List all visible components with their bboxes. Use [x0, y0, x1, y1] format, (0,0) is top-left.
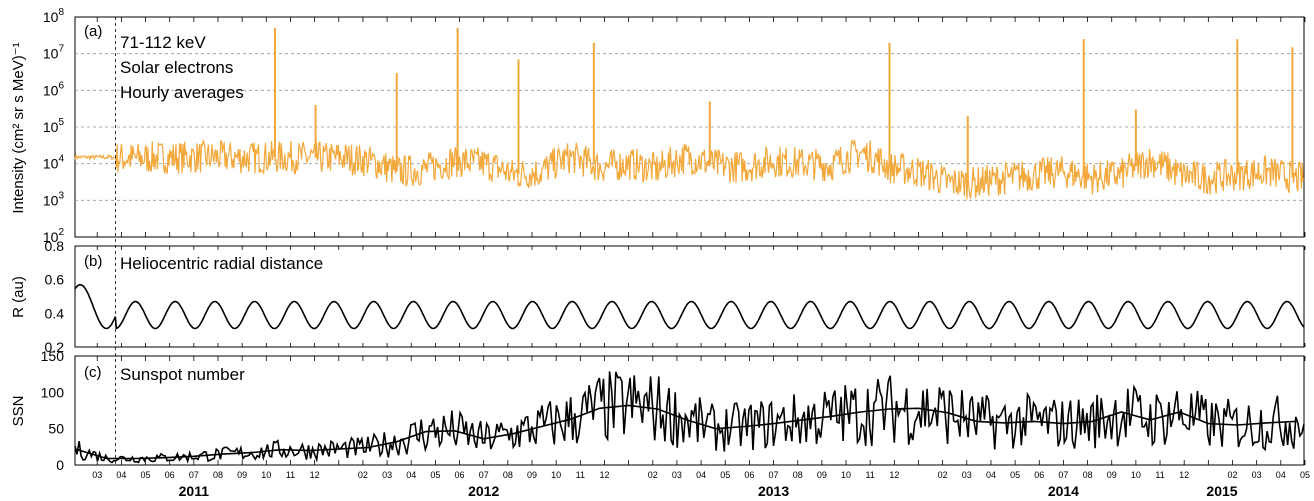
- x-month-label: 08: [213, 470, 223, 480]
- panel-c-ytick-label: 100: [41, 384, 65, 400]
- x-month-label: 05: [1010, 470, 1020, 480]
- panel-c-daily-ssn-line: [74, 371, 1305, 464]
- panel-a-intensity-line: [74, 139, 1305, 200]
- x-month-label: 07: [769, 470, 779, 480]
- x-month-label: 04: [696, 470, 706, 480]
- panel-c-label: (c): [84, 364, 102, 381]
- x-year-label: 2015: [1206, 483, 1237, 499]
- x-month-label: 09: [527, 470, 537, 480]
- panel-a-ytick-label: 106: [43, 80, 65, 98]
- x-month-label: 09: [1107, 470, 1117, 480]
- x-month-label: 02: [358, 470, 368, 480]
- panel-b-label: (b): [84, 253, 102, 270]
- x-month-label: 06: [165, 470, 175, 480]
- x-month-label: 08: [503, 470, 513, 480]
- x-year-label: 2013: [758, 483, 789, 499]
- panel-b-ytick-label: 0.2: [45, 339, 65, 355]
- x-month-label: 05: [141, 470, 151, 480]
- panel-b-distance-line: [74, 283, 1305, 330]
- x-month-label: 05: [720, 470, 730, 480]
- panel-a-ytick-label: 105: [43, 117, 65, 135]
- panel-a-ytick-label: 104: [43, 154, 65, 172]
- panel-b-frame: [74, 245, 1305, 348]
- panel-c-ytick-label: 50: [48, 421, 64, 437]
- x-month-label: 10: [551, 470, 561, 480]
- x-month-label: 02: [1227, 470, 1237, 480]
- x-month-label: 04: [116, 470, 126, 480]
- x-year-label: 2012: [468, 483, 499, 499]
- x-month-label: 06: [744, 470, 754, 480]
- x-month-label: 03: [1252, 470, 1262, 480]
- x-month-label: 10: [841, 470, 851, 480]
- panel-b-ytick-label: 0.6: [45, 272, 65, 288]
- x-month-label: 12: [599, 470, 609, 480]
- x-month-label: 12: [1179, 470, 1189, 480]
- panel-a-ytick-label: 103: [43, 190, 65, 208]
- x-month-label: 03: [92, 470, 102, 480]
- panel-a-ytick-label: 107: [43, 44, 65, 62]
- x-month-label: 07: [189, 470, 199, 480]
- panel-c-title: Sunspot number: [120, 365, 245, 384]
- x-month-label: 05: [430, 470, 440, 480]
- panel-b-ytick-label: 0.8: [45, 238, 65, 254]
- panel-c-series: [74, 371, 1305, 464]
- x-year-label: 2014: [1048, 483, 1079, 499]
- x-month-label: 04: [986, 470, 996, 480]
- x-month-label: 04: [406, 470, 416, 480]
- x-month-label: 12: [310, 470, 320, 480]
- panel-a-ytick-label: 108: [43, 7, 65, 25]
- x-month-label: 11: [576, 470, 585, 480]
- x-month-label: 09: [817, 470, 827, 480]
- x-month-label: 11: [1155, 470, 1164, 480]
- x-month-label: 04: [1276, 470, 1286, 480]
- x-month-label: 12: [889, 470, 899, 480]
- x-month-label: 08: [793, 470, 803, 480]
- axis-ticks: [96, 17, 1306, 465]
- x-month-label: 05: [1300, 470, 1310, 480]
- x-month-label: 06: [455, 470, 465, 480]
- panel-b-ytick-label: 0.4: [45, 305, 65, 321]
- y-tick-labels: 1021031041051061071080.20.40.60.80501001…: [41, 7, 65, 473]
- panel-a-averaging: Hourly averages: [120, 83, 244, 102]
- x-month-label: 03: [672, 470, 682, 480]
- x-month-label: 06: [1034, 470, 1044, 480]
- x-year-label: 2011: [179, 483, 210, 499]
- panel-a-series: [74, 28, 1305, 200]
- x-month-label: 10: [1131, 470, 1141, 480]
- x-month-label: 08: [1083, 470, 1093, 480]
- panel-c-ytick-label: 150: [41, 348, 65, 364]
- panel-c-frame: [74, 355, 1305, 466]
- x-tick-labels: 03 04 05 06 07 08 09 10 11 12 02 03 04 05 06 07 08 09 10 11…: [92, 470, 1310, 499]
- x-month-label: 03: [962, 470, 972, 480]
- x-month-label: 07: [1058, 470, 1068, 480]
- panel-a-species: Solar electrons: [120, 58, 233, 77]
- x-month-label: 03: [382, 470, 392, 480]
- panel-c-smoothed-ssn-line: [74, 404, 1296, 460]
- x-month-label: 10: [261, 470, 271, 480]
- x-month-label: 02: [938, 470, 948, 480]
- panel-a-ylabel: Intensity (cm² sr s MeV)⁻¹: [10, 42, 27, 213]
- panel-b-ylabel: R (au): [10, 276, 27, 318]
- x-month-label: 11: [286, 470, 295, 480]
- panel-a-label: (a): [84, 23, 102, 40]
- x-month-label: 09: [237, 470, 247, 480]
- panel-c-ylabel: SSN: [10, 396, 27, 427]
- panel-b-series: [74, 283, 1305, 330]
- panel-a-energy: 71-112 keV: [120, 33, 206, 52]
- x-month-label: 11: [866, 470, 875, 480]
- panel-c-ytick-label: 0: [56, 457, 64, 473]
- x-month-label: 07: [479, 470, 489, 480]
- panel-b-title: Heliocentric radial distance: [120, 254, 323, 273]
- x-month-label: 02: [648, 470, 658, 480]
